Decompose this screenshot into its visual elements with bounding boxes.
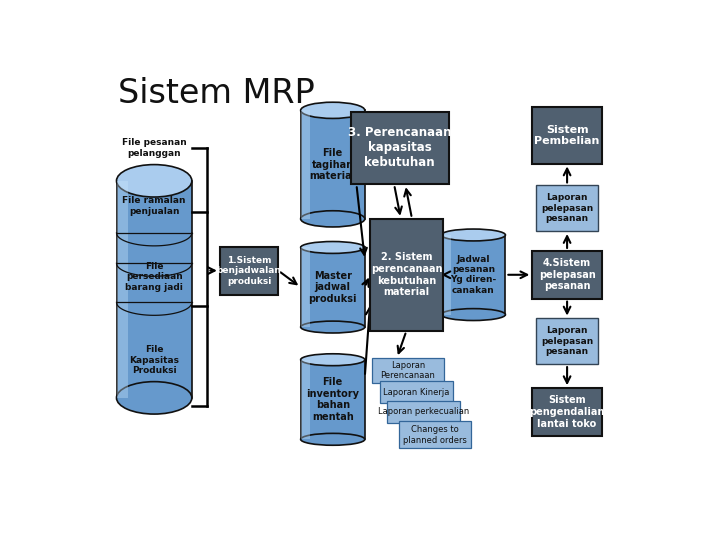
Bar — [380, 381, 453, 403]
Bar — [301, 247, 310, 327]
Bar — [387, 401, 460, 423]
Text: Master
jadwal
produksi: Master jadwal produksi — [308, 271, 357, 304]
Text: Sistem
Pembelian: Sistem Pembelian — [534, 125, 600, 146]
Ellipse shape — [301, 102, 365, 118]
Bar — [372, 358, 444, 383]
Bar — [117, 181, 192, 398]
Ellipse shape — [117, 382, 192, 414]
Bar — [370, 219, 443, 331]
Ellipse shape — [301, 241, 365, 253]
Bar — [441, 235, 505, 315]
Ellipse shape — [117, 165, 192, 197]
Text: Laporan Kinerja: Laporan Kinerja — [383, 388, 449, 396]
Bar — [536, 319, 598, 364]
Ellipse shape — [441, 229, 505, 241]
Ellipse shape — [301, 321, 365, 333]
Text: Laporan perkecualian: Laporan perkecualian — [378, 408, 469, 416]
Text: File
inventory
bahan
mentah: File inventory bahan mentah — [306, 377, 359, 422]
Text: File
tagihan
material: File tagihan material — [310, 148, 356, 181]
Bar — [117, 181, 128, 398]
Ellipse shape — [301, 211, 365, 227]
Bar — [532, 107, 602, 164]
Text: Laporan
pelepasan
pesanan: Laporan pelepasan pesanan — [541, 193, 593, 223]
Text: File
Kapasitas
Produksi: File Kapasitas Produksi — [129, 345, 179, 375]
Bar — [399, 421, 471, 448]
Ellipse shape — [301, 434, 365, 445]
Ellipse shape — [301, 354, 365, 366]
Bar — [532, 251, 602, 299]
Text: File ramalan
penjualan: File ramalan penjualan — [122, 197, 186, 216]
Text: Laporan
Perencanaan: Laporan Perencanaan — [381, 361, 436, 380]
Bar — [301, 247, 365, 327]
Bar — [441, 235, 451, 315]
Bar — [301, 360, 310, 440]
Text: 1.Sistem
benjadwalan
produksi: 1.Sistem benjadwalan produksi — [217, 256, 282, 286]
Text: Changes to
planned orders: Changes to planned orders — [403, 425, 467, 444]
Bar — [220, 247, 279, 294]
Text: 2. Sistem
perencanaan
kebutuhan
material: 2. Sistem perencanaan kebutuhan material — [371, 252, 442, 297]
Text: Jadwal
pesanan
Yg diren-
canakan: Jadwal pesanan Yg diren- canakan — [450, 255, 497, 295]
Text: Laporan
pelepasan
pesanan: Laporan pelepasan pesanan — [541, 326, 593, 356]
Bar — [301, 110, 310, 219]
Text: 4.Sistem
pelepasan
pesanan: 4.Sistem pelepasan pesanan — [539, 258, 595, 292]
Text: 3. Perencanaan
kapasitas
kebutuhan: 3. Perencanaan kapasitas kebutuhan — [348, 126, 451, 170]
Bar — [536, 185, 598, 231]
Bar — [301, 360, 365, 440]
Text: File
persediaan
barang jadi: File persediaan barang jadi — [125, 262, 183, 292]
Ellipse shape — [441, 309, 505, 321]
Text: File pesanan
pelanggan: File pesanan pelanggan — [122, 138, 186, 158]
Bar — [351, 112, 449, 184]
Bar — [532, 388, 602, 436]
Bar — [301, 110, 365, 219]
Text: Sistem MRP: Sistem MRP — [118, 77, 315, 110]
Text: Sistem
pengendalian
lantai toko: Sistem pengendalian lantai toko — [529, 395, 605, 429]
